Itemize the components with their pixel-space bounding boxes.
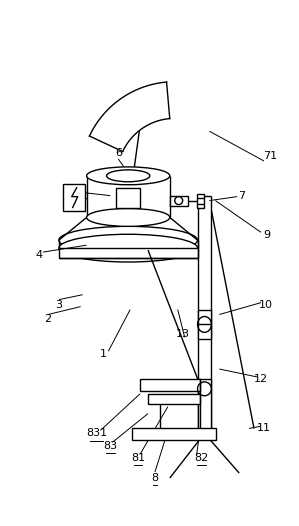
Text: 83: 83 (103, 441, 118, 451)
Text: 4: 4 (36, 250, 42, 260)
Text: 831: 831 (86, 428, 107, 438)
Text: 2: 2 (44, 315, 51, 325)
Ellipse shape (87, 208, 170, 226)
Text: 71: 71 (263, 151, 277, 161)
Text: 13: 13 (176, 329, 190, 339)
Text: 10: 10 (259, 300, 273, 310)
Ellipse shape (106, 170, 150, 182)
Bar (63, 184, 85, 211)
Bar (198, 310, 211, 339)
Text: 6: 6 (115, 148, 122, 158)
Text: 81: 81 (131, 453, 145, 463)
Bar (196, 194, 205, 208)
Bar (116, 188, 140, 208)
Text: 9: 9 (263, 230, 271, 240)
Ellipse shape (59, 234, 198, 262)
Text: 1: 1 (100, 349, 107, 359)
Ellipse shape (87, 167, 170, 185)
Text: 82: 82 (194, 453, 209, 463)
Bar (148, 394, 199, 403)
Text: 3: 3 (55, 300, 62, 310)
Text: 8: 8 (151, 473, 158, 483)
Text: 11: 11 (257, 423, 271, 433)
Bar (59, 248, 198, 258)
Text: 5: 5 (70, 186, 77, 196)
Text: 7: 7 (239, 190, 246, 200)
Bar (140, 379, 199, 391)
Text: 12: 12 (254, 374, 268, 384)
Bar (132, 429, 216, 440)
Bar (198, 379, 211, 433)
Ellipse shape (59, 226, 198, 254)
Ellipse shape (175, 197, 183, 205)
Bar (170, 196, 188, 206)
